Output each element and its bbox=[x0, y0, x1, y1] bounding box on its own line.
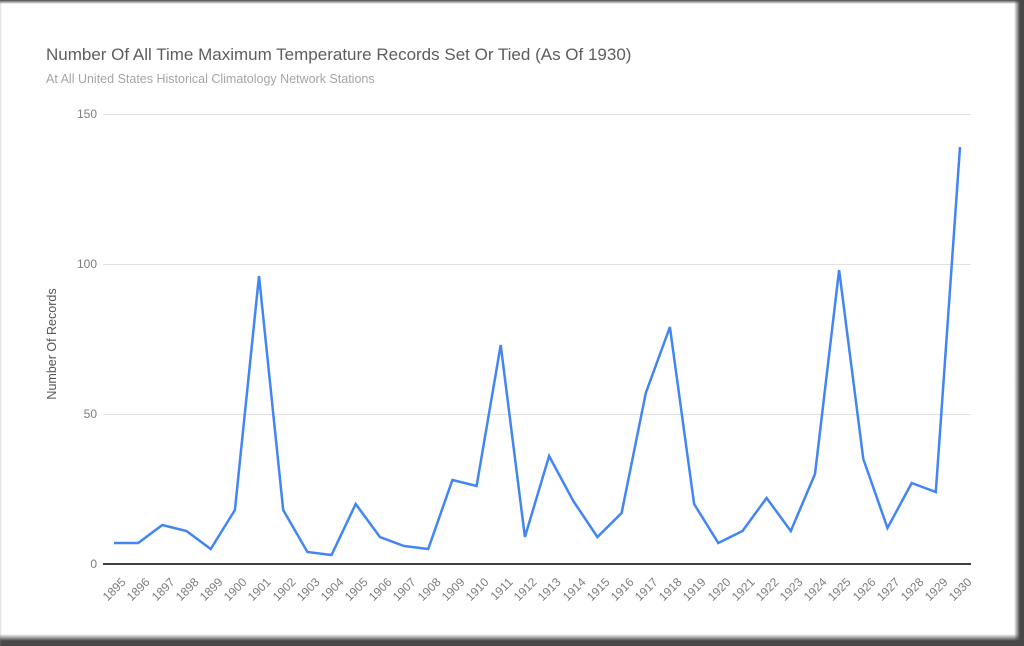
x-axis-line bbox=[103, 563, 971, 565]
series-line-max-temp-records bbox=[114, 146, 962, 557]
chart-subtitle: At All United States Historical Climatol… bbox=[46, 72, 375, 86]
gridline-100 bbox=[103, 263, 971, 265]
y-tick-label-150: 150 bbox=[76, 106, 97, 121]
gridline-150 bbox=[103, 113, 971, 115]
chart-title: Number Of All Time Maximum Temperature R… bbox=[46, 45, 632, 64]
gridline-50 bbox=[103, 413, 971, 415]
y-tick-label-100: 100 bbox=[76, 256, 97, 271]
y-tick-label-0: 0 bbox=[90, 556, 97, 571]
y-tick-label-50: 50 bbox=[83, 406, 97, 421]
